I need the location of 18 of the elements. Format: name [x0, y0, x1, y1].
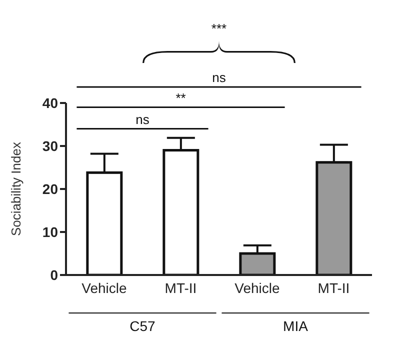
- annotation: **: [176, 90, 186, 106]
- bar: [239, 252, 276, 275]
- text: ns: [212, 70, 226, 85]
- x-tick-label: Vehicle: [82, 280, 128, 296]
- annotation: ns: [136, 112, 150, 127]
- y-tick-label: 10: [42, 224, 58, 240]
- text: ***: [211, 21, 227, 36]
- y-tick-label: 0: [50, 266, 58, 283]
- y-tick-label: 20: [42, 180, 58, 197]
- y-tick-label: 40: [42, 94, 58, 111]
- text: MIA: [283, 318, 309, 334]
- bar: [86, 171, 123, 275]
- y-tick-label: 30: [42, 138, 58, 154]
- x-tick-label: MT-II: [164, 280, 197, 296]
- x-tick-label: Vehicle: [234, 280, 280, 296]
- text: C57: [130, 318, 156, 334]
- x-tick-label: MT-II: [318, 280, 350, 296]
- y-axis-title: Sociability Index: [8, 142, 24, 236]
